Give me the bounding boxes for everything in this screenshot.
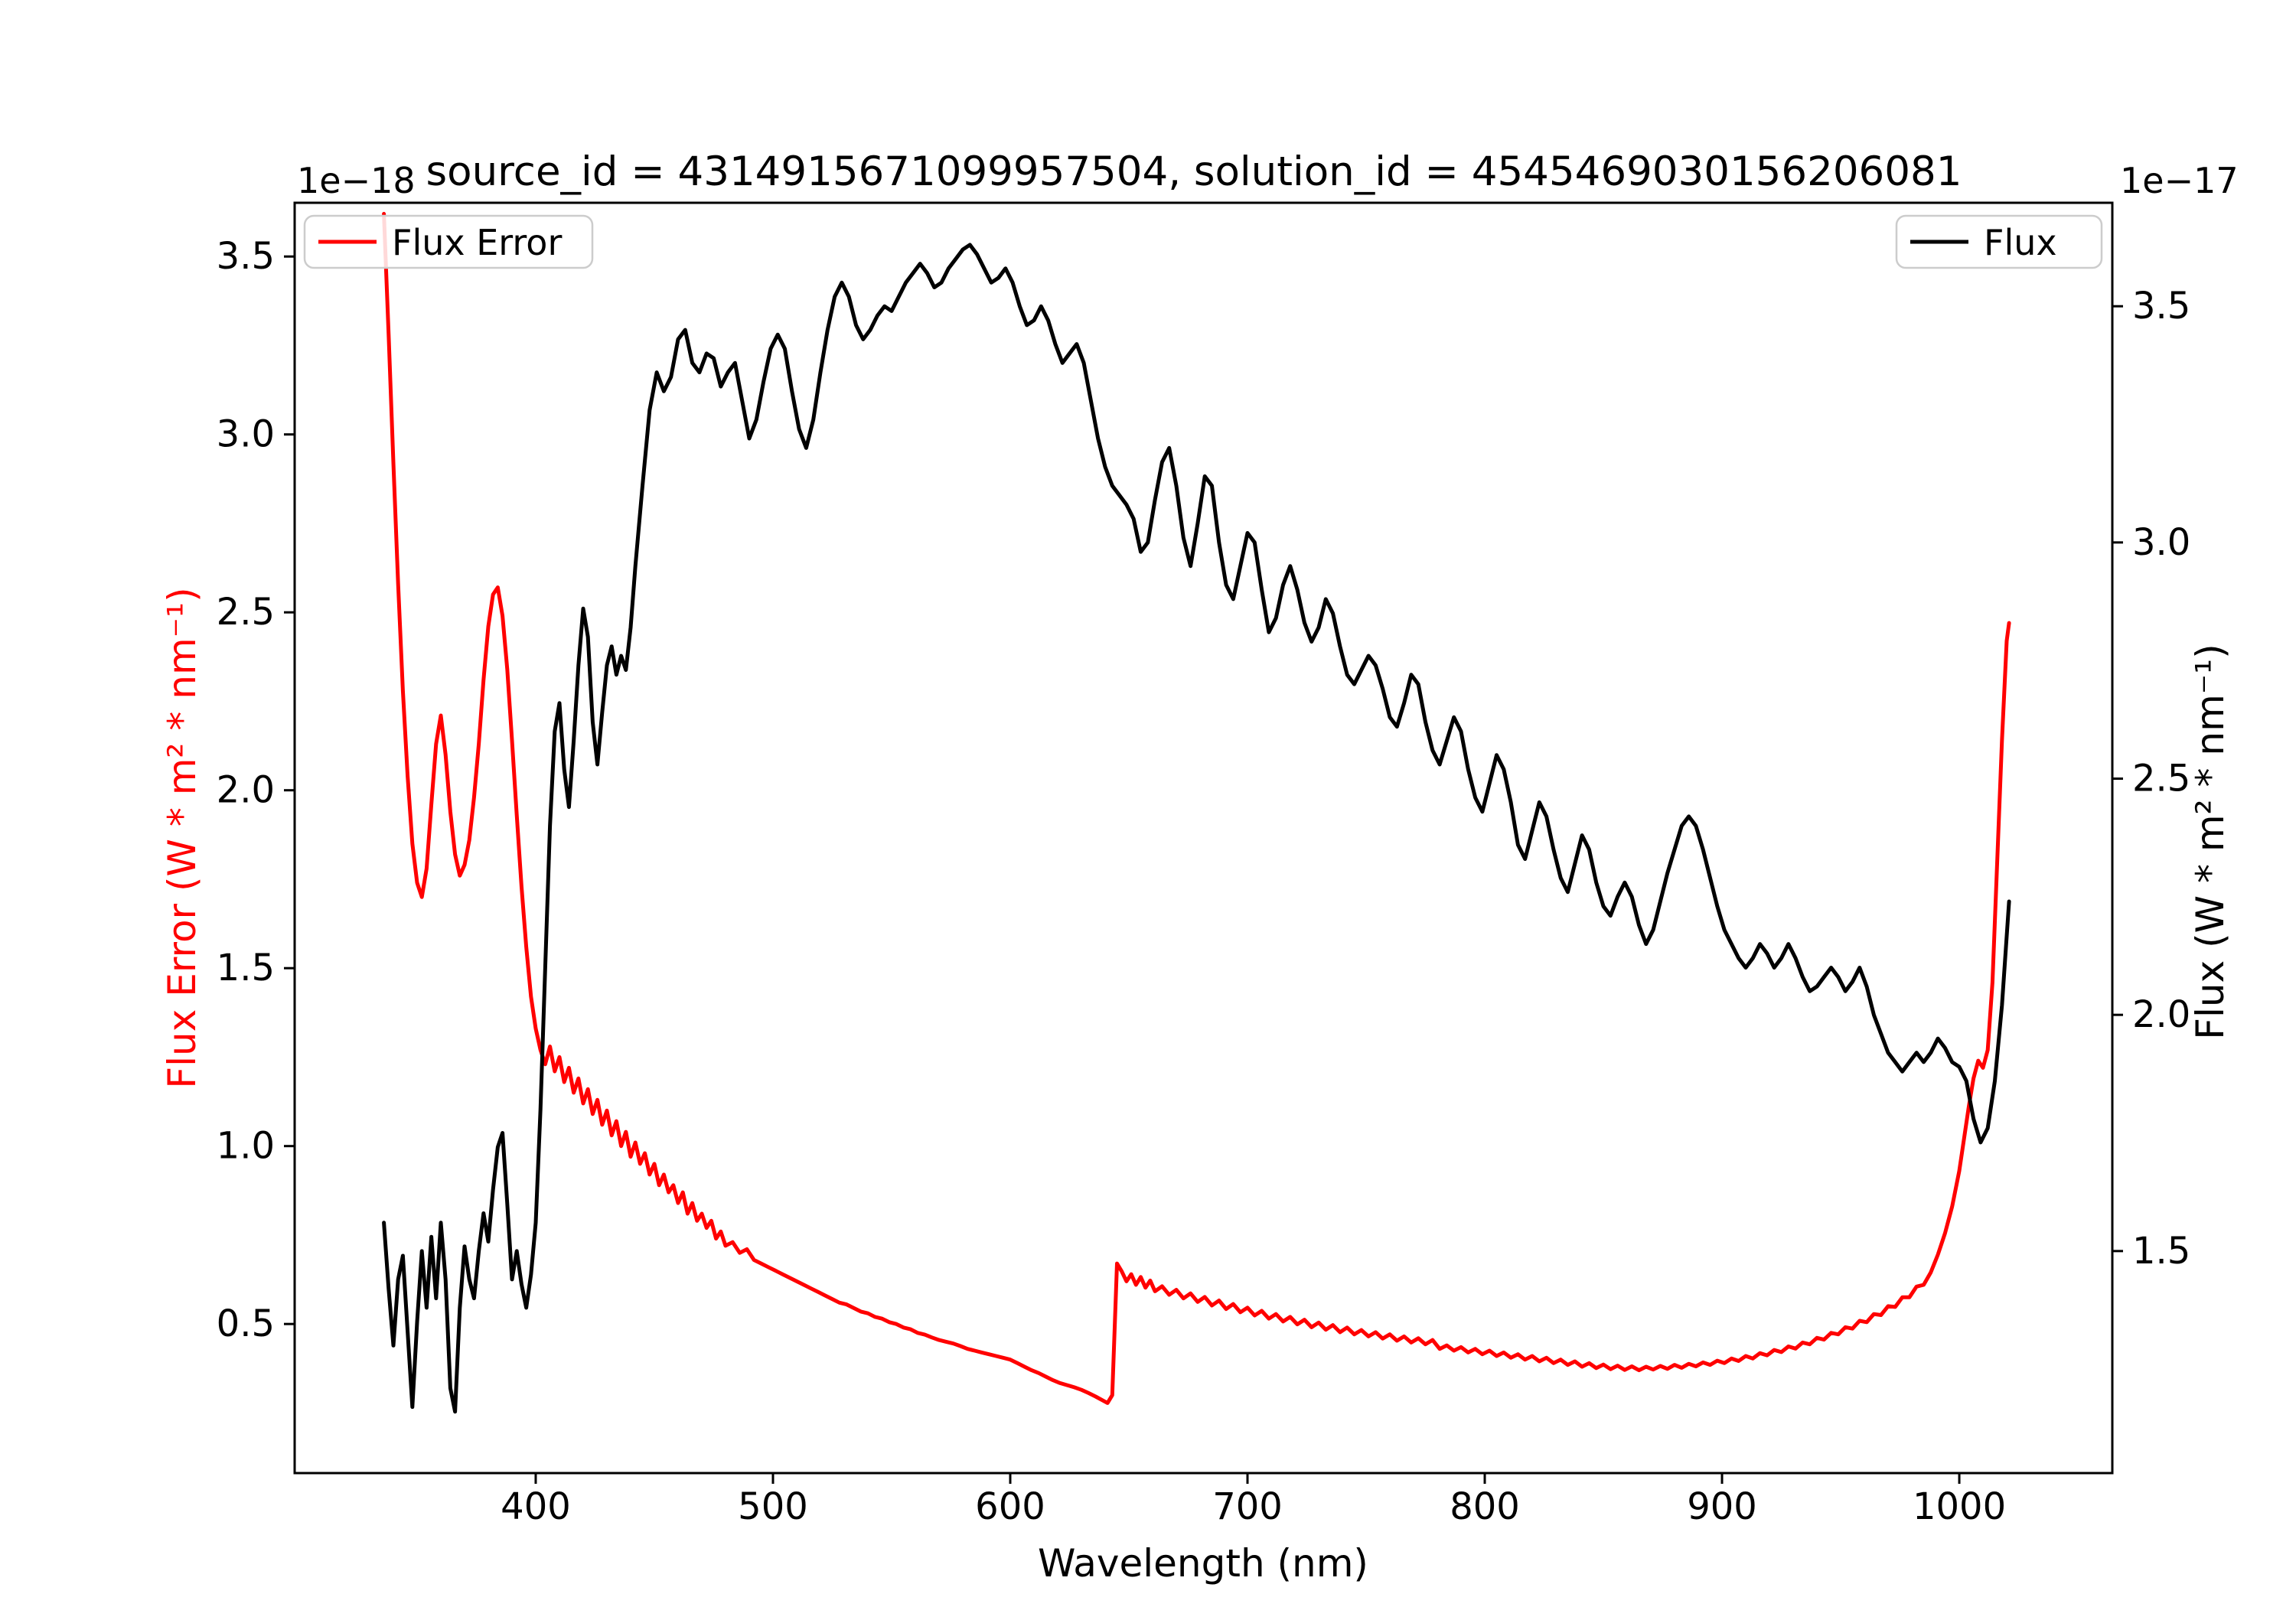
series-line-flux-error (382, 211, 2011, 1405)
left-y-tick-label: 3.5 (217, 235, 275, 278)
legend-flux-label: Flux (1984, 222, 2057, 263)
left-y-tick-label: 1.0 (217, 1125, 275, 1168)
x-tick-label: 400 (501, 1485, 571, 1528)
x-tick-label: 600 (975, 1485, 1045, 1528)
legend-flux-box (1895, 214, 2103, 269)
right-y-tick-label: 1.5 (2132, 1230, 2190, 1273)
right-y-tick-label: 3.5 (2132, 285, 2190, 328)
x-axis-label: Wavelength (nm) (1038, 1541, 1368, 1586)
x-tick-label: 500 (738, 1485, 808, 1528)
legend-flux-error-label: Flux Error (392, 222, 562, 263)
left-y-tick-label: 3.0 (217, 413, 275, 456)
right-y-tick-label: 3.0 (2132, 521, 2190, 564)
left-y-tick-label: 1.5 (217, 947, 275, 989)
legend-flux-error-box (303, 214, 594, 269)
right-axis-offset-label: 1e−17 (2120, 160, 2239, 201)
x-tick-label: 700 (1212, 1485, 1283, 1528)
right-y-axis-label: Flux (W * m² * nm⁻¹) (2188, 644, 2232, 1039)
plot-area: 400 500 600 700 800 900 1000 0.5 1.0 1.5 2.0 2.5 3.0… (217, 211, 2190, 1528)
legend-flux-error: Flux Error (303, 214, 594, 269)
right-y-tick-label: 2.5 (2132, 758, 2190, 800)
left-y-axis-label: Flux Error (W * m² * nm⁻¹) (160, 587, 204, 1088)
right-y-tick-label: 2.0 (2132, 993, 2190, 1036)
axes-frame (293, 201, 2114, 1475)
legend-flux: Flux (1895, 214, 2103, 269)
x-tick-label: 1000 (1913, 1485, 2006, 1528)
left-axis-offset-label: 1e−18 (297, 160, 416, 201)
left-y-tick-label: 0.5 (217, 1302, 275, 1345)
chart-title: source_id = 4314915671099957504, solutio… (426, 148, 1962, 195)
left-y-tick-label: 2.0 (217, 769, 275, 812)
x-tick-label: 900 (1687, 1485, 1757, 1528)
x-tick-label: 800 (1450, 1485, 1520, 1528)
series-line-flux (382, 243, 2011, 1414)
left-y-tick-label: 2.5 (217, 591, 275, 634)
